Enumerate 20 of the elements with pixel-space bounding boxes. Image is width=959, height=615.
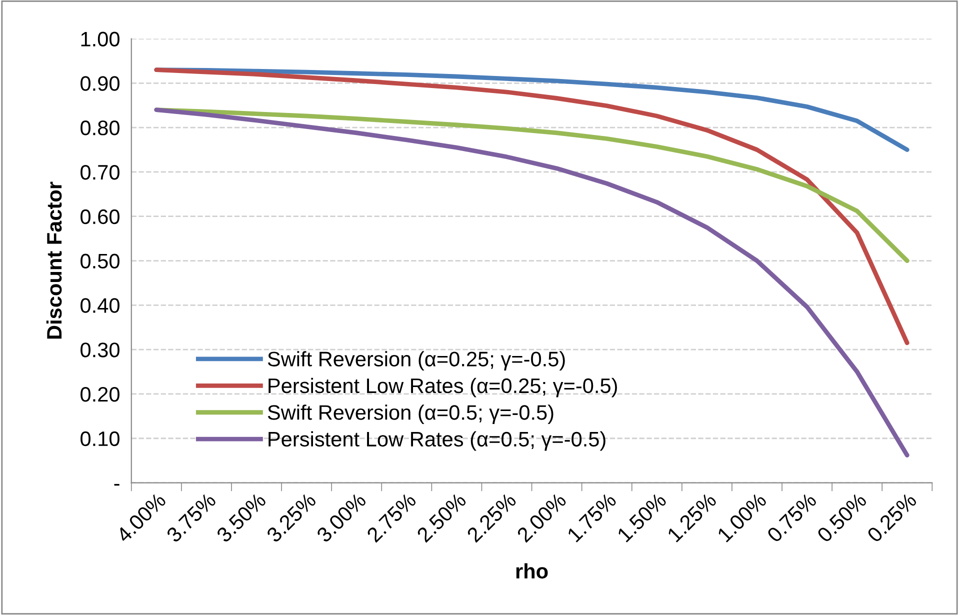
y-tick-label: 1.00 — [81, 32, 120, 46]
y-tick-label: 0.60 — [80, 209, 120, 224]
y-tick-label: 0.30 — [80, 342, 120, 358]
y-tick-label: 0.70 — [80, 164, 120, 180]
legend-label: Persistent Low Rates (α=0.25; γ=-0.5) — [268, 378, 617, 398]
y-tick-label: - — [114, 484, 120, 486]
line-series — [154, 108, 910, 458]
y-tick-label: 0.20 — [80, 386, 120, 402]
line-series — [154, 108, 910, 263]
legend-label: Swift Reversion (α=0.25; γ=-0.5) — [268, 351, 565, 371]
legend-label: Persistent Low Rates (α=0.5; γ=-0.5) — [268, 431, 606, 451]
line-series — [154, 68, 910, 346]
y-tick-label: 0.90 — [80, 76, 120, 91]
legend-label: Swift Reversion (α=0.5; γ=-0.5) — [268, 404, 554, 424]
y-tick-label: 0.40 — [80, 298, 120, 313]
y-tick-label: 0.10 — [80, 431, 120, 446]
y-tick-label: 0.50 — [80, 254, 120, 269]
x-axis-title: rho — [516, 563, 548, 579]
y-tick-label: 0.80 — [80, 120, 120, 136]
y-axis-title: Discount Factor — [46, 182, 62, 339]
